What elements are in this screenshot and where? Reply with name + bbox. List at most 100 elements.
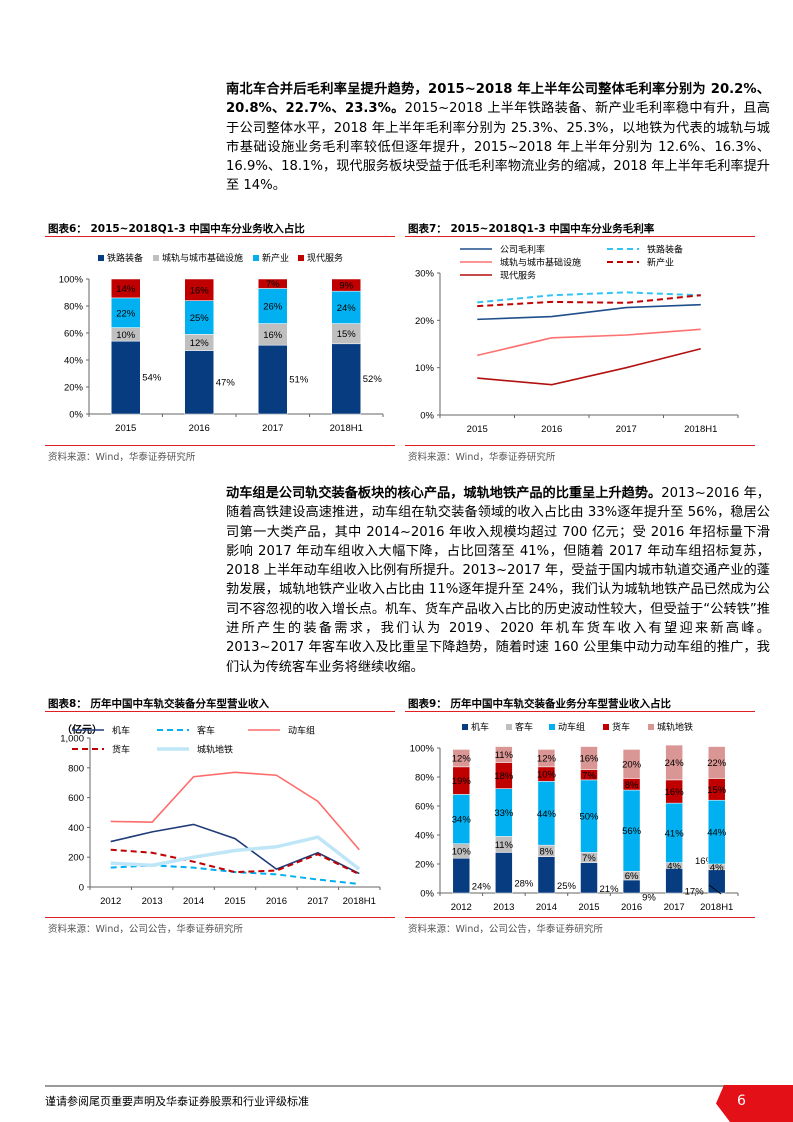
y-tick-label: 60% <box>64 329 84 340</box>
series-line <box>477 303 701 321</box>
series-line <box>110 771 360 851</box>
data-label: 44% <box>707 828 727 839</box>
data-label: 25% <box>557 881 577 892</box>
y-tick-label: 20% <box>415 860 435 871</box>
legend-label: 铁路装备 <box>107 252 143 263</box>
chart-revenue-share-by-vehicle-type: 图表9： 历年中国中车轨交装备业务分车型营业收入占比 0% 20% 40% 60% 80… <box>405 690 755 940</box>
paragraph-body: 2015~2018 上半年铁路装备、新产业毛利率稳中有升，且高于公司整体水平，2… <box>226 101 770 194</box>
bar-segment <box>452 857 471 894</box>
data-label: 51% <box>289 375 309 386</box>
data-label: 12% <box>190 338 210 349</box>
source-rule <box>45 445 395 446</box>
legend-swatch <box>462 724 468 730</box>
legend-label: 铁路装备 <box>647 244 683 255</box>
series-line <box>110 823 360 875</box>
chart-svg: 0% 20% 40% 60% 80% 100% 2015 2016 2017 2018H1 铁路装备… <box>59 252 384 434</box>
y-tick-label: 0% <box>420 889 434 900</box>
bar-segment <box>580 746 598 770</box>
y-tick-label: 80% <box>64 302 84 313</box>
y-tick-label: 80% <box>415 773 435 784</box>
data-label: 12% <box>537 754 557 765</box>
data-label: 14% <box>116 284 136 295</box>
data-label: 50% <box>579 812 599 823</box>
chart-title: 图表8： 历年中国中车轨交装备分车型营业收入 <box>48 698 269 710</box>
x-tick-label: 2014 <box>536 902 557 913</box>
x-tick-label: 2013 <box>493 902 514 913</box>
title-rule <box>45 711 395 712</box>
bar-segment <box>537 749 556 768</box>
legend-label: 现代服务 <box>500 270 536 281</box>
data-label: 8% <box>540 846 554 857</box>
legend-swatch <box>603 724 609 730</box>
legend-label: 城轨与城市基础设施 <box>500 257 581 268</box>
x-tick-label: 2015 <box>578 902 599 913</box>
data-label: 41% <box>665 828 685 839</box>
data-label: 16% <box>579 754 599 765</box>
data-label: 56% <box>622 826 642 837</box>
data-label: 54% <box>142 373 162 384</box>
data-label: 12% <box>452 754 472 765</box>
chart-source: 资料来源：Wind，华泰证券研究所 <box>48 452 196 463</box>
chart-title: 图表6： 2015~2018Q1-3 中国中车分业务收入占比 <box>48 223 305 235</box>
bar-segment <box>495 746 513 763</box>
legend-label: 动车组 <box>558 721 585 732</box>
y-tick-label: 800 <box>68 763 84 774</box>
data-label: 16% <box>263 330 283 341</box>
legend-label: 新产业 <box>262 252 289 263</box>
data-label: 10% <box>452 846 472 857</box>
legend-swatch <box>153 255 159 261</box>
title-rule <box>405 711 755 712</box>
data-label: 17% <box>685 887 705 898</box>
x-tick-label: 2017 <box>616 424 637 435</box>
chart-revenue-share-by-segment: 图表6： 2015~2018Q1-3 中国中车分业务收入占比 0% 20% 40% 6… <box>45 215 395 465</box>
bar-segment <box>111 278 141 299</box>
data-label: 11% <box>495 840 514 851</box>
x-tick-label: 2015 <box>115 423 136 434</box>
y-tick-label: 60% <box>415 802 435 813</box>
series-line <box>477 294 701 308</box>
y-tick-label: 20% <box>64 383 84 394</box>
data-label: 10% <box>537 770 557 781</box>
x-tick-label: 2012 <box>451 902 472 913</box>
chart-source: 资料来源：Wind，华泰证券研究所 <box>408 452 556 463</box>
data-label: 33% <box>494 808 514 819</box>
data-label: 8% <box>625 780 639 791</box>
data-label: 47% <box>216 377 236 388</box>
legend-label: 货车 <box>112 744 130 755</box>
data-label: 28% <box>514 879 534 890</box>
y-tick-label: 0% <box>69 410 83 421</box>
y-tick-label: 200 <box>68 853 84 864</box>
data-label: 22% <box>116 308 136 319</box>
title-rule <box>45 236 395 237</box>
data-label: 15% <box>707 785 727 796</box>
chart-gross-margin-by-segment: 图表7： 2015~2018Q1-3 中国中车分业务毛利率 0% 10% 20% 30… <box>405 215 755 465</box>
legend-label: 货车 <box>612 721 630 732</box>
legend-swatch <box>549 724 555 730</box>
chart-svg: 0% 20% 40% 60% 80% 100% 2012 2013 2014 2015 2016 20… <box>410 721 739 913</box>
data-label: 11% <box>495 750 514 761</box>
bar-segment <box>707 746 726 779</box>
data-label: 26% <box>263 302 283 313</box>
legend-label: 城轨与城市基础设施 <box>162 252 243 263</box>
data-label: 22% <box>707 758 727 769</box>
y-tick-label: 100% <box>410 744 435 755</box>
x-tick-label: 2015 <box>467 424 488 435</box>
leader-line <box>708 884 722 895</box>
data-label: 24% <box>337 303 357 314</box>
paragraph-body: 2013~2016 年，随着高铁建设高速推进，动车组在轨交装备领域的收入占比由 … <box>226 486 770 675</box>
data-label: 9% <box>642 892 656 903</box>
data-label: 19% <box>452 776 472 787</box>
legend-label: 公司毛利率 <box>500 244 545 255</box>
x-tick-label: 2018H1 <box>330 423 363 434</box>
legend-swatch <box>253 255 259 261</box>
legend-label: 机车 <box>471 721 489 732</box>
data-label: 24% <box>665 758 685 769</box>
data-label: 25% <box>190 313 210 324</box>
data-label: 7% <box>582 853 596 864</box>
x-tick-label: 2017 <box>664 902 685 913</box>
bar-segment <box>184 350 214 415</box>
x-tick-label: 2017 <box>307 896 328 907</box>
x-tick-label: 2017 <box>262 423 283 434</box>
legend-swatch <box>298 255 304 261</box>
x-tick-label: 2016 <box>541 424 562 435</box>
